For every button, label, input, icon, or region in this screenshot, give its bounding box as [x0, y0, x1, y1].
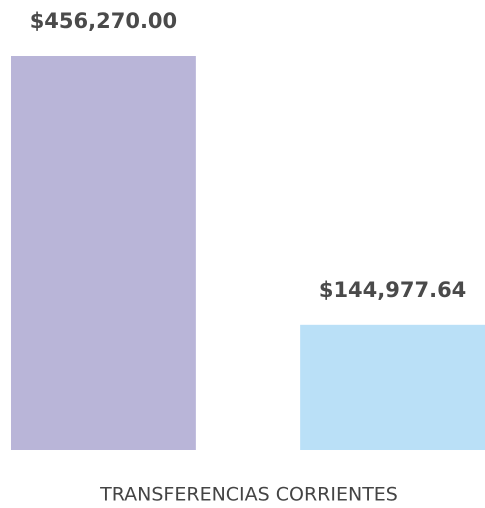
- bar: [11, 56, 196, 450]
- value-label: $144,977.64: [319, 278, 466, 302]
- bar: [300, 324, 485, 450]
- x-tick-label: TRANSFERENCIAS CORRIENTES: [99, 484, 398, 506]
- value-label: $456,270.00: [30, 9, 177, 33]
